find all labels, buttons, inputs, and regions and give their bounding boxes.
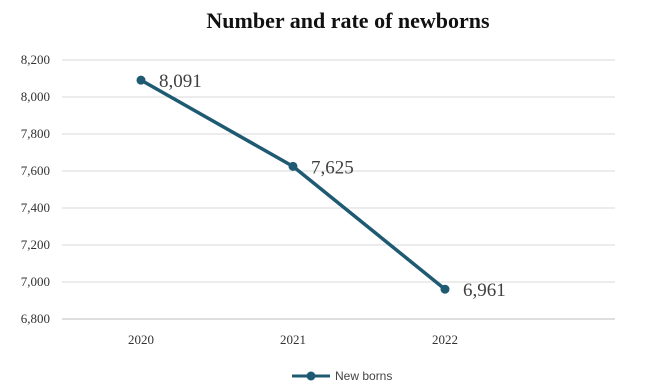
data-label: 8,091	[159, 71, 202, 92]
x-tick-label: 2020	[128, 332, 154, 347]
y-tick-label: 7,000	[21, 274, 50, 289]
y-tick-label: 8,000	[21, 89, 50, 104]
legend-dot-marker	[306, 371, 316, 381]
data-label: 7,625	[311, 157, 354, 178]
data-label: 6,961	[463, 280, 506, 301]
y-tick-label: 8,200	[21, 52, 50, 67]
y-tick-label: 6,800	[21, 311, 50, 326]
chart-title: Number and rate of newborns	[206, 8, 490, 33]
x-tick-label: 2021	[280, 332, 306, 347]
y-tick-label: 7,400	[21, 200, 50, 215]
x-axis-ticks: 2020 2021 2022	[128, 332, 458, 347]
series-line	[139, 78, 447, 291]
data-point	[440, 284, 450, 294]
y-axis-ticks: 6,800 7,000 7,200 7,400 7,600 7,800 8,000 8,200	[21, 52, 50, 326]
data-point	[288, 161, 298, 171]
y-tick-label: 7,600	[21, 163, 50, 178]
legend: New borns	[292, 369, 392, 383]
gridlines	[62, 59, 615, 320]
y-tick-label: 7,800	[21, 126, 50, 141]
series-new-borns	[136, 75, 450, 294]
x-tick-label: 2022	[432, 332, 458, 347]
data-point	[136, 75, 146, 85]
legend-label: New borns	[335, 369, 392, 383]
data-labels: 8,091 7,625 6,961	[159, 71, 506, 301]
y-tick-label: 7,200	[21, 237, 50, 252]
